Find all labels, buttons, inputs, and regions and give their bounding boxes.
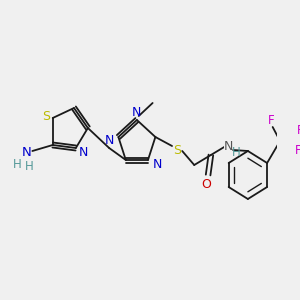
Text: N: N	[22, 146, 32, 160]
Text: F: F	[297, 124, 300, 137]
Text: N: N	[104, 134, 114, 148]
Text: H: H	[232, 146, 240, 160]
Text: N: N	[224, 140, 233, 152]
Text: F: F	[268, 113, 274, 127]
Text: S: S	[174, 145, 182, 158]
Text: H: H	[25, 160, 34, 173]
Bar	[224, 141, 231, 149]
Text: H: H	[13, 158, 22, 172]
Text: N: N	[153, 158, 162, 170]
Text: S: S	[42, 110, 50, 122]
Text: O: O	[201, 178, 211, 190]
Text: N: N	[132, 106, 142, 118]
Text: N: N	[79, 146, 88, 158]
Text: F: F	[295, 145, 300, 158]
